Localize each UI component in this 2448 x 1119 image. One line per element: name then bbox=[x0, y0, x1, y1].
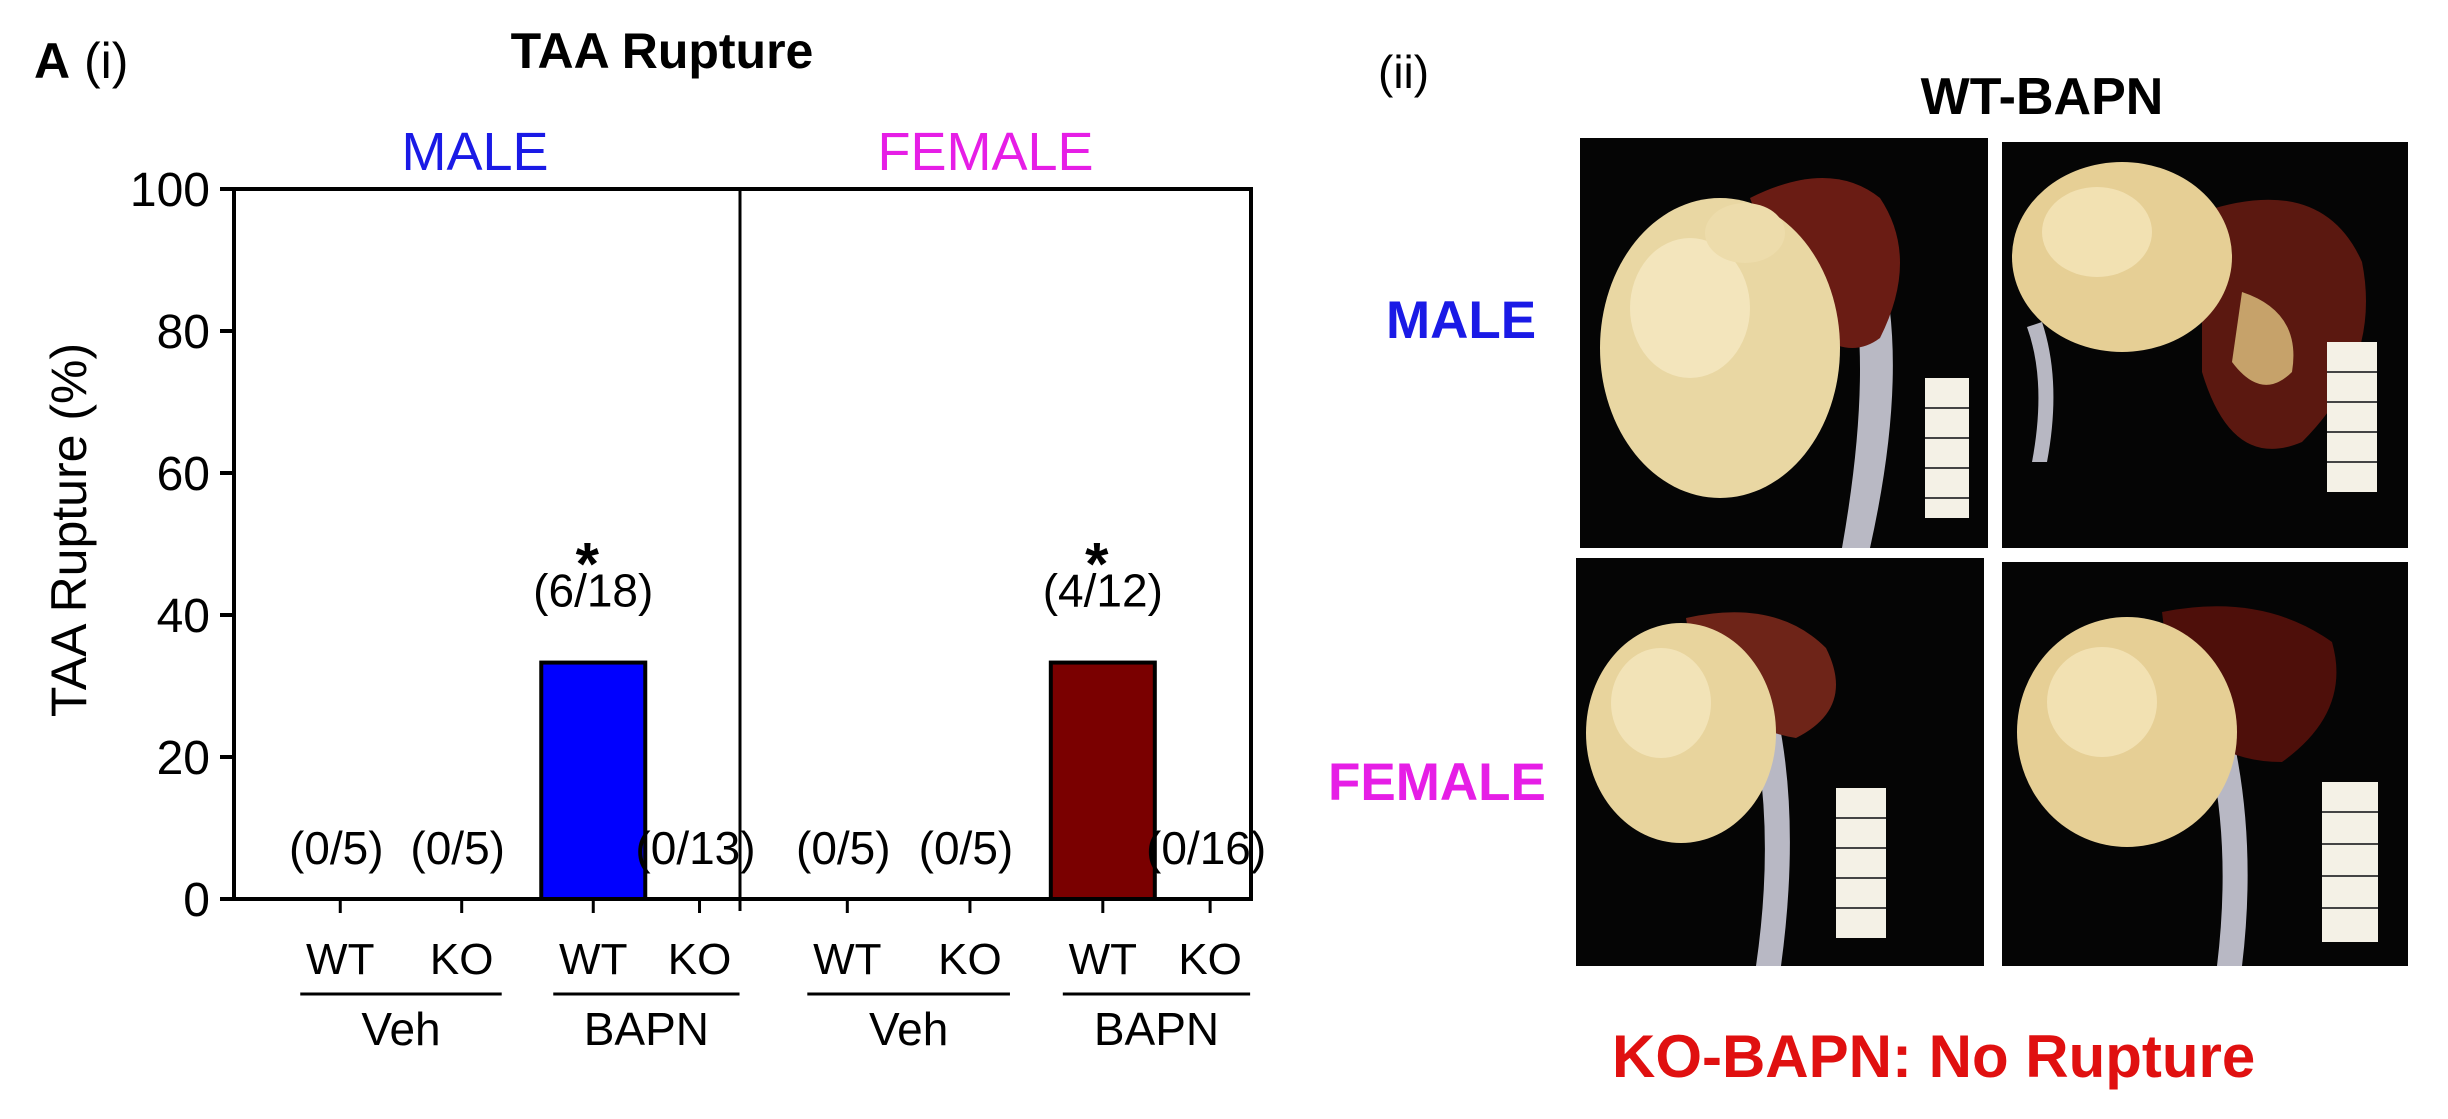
x-tick-label: WT bbox=[559, 935, 627, 984]
panel-letter: A bbox=[34, 33, 70, 89]
row-label-male: MALE bbox=[1386, 291, 1537, 350]
y-tick-label: 100 bbox=[130, 164, 210, 217]
y-tick-label: 40 bbox=[157, 590, 210, 643]
photo-female-2 bbox=[2002, 562, 2408, 966]
bar bbox=[539, 660, 648, 901]
count-label: (0/13) bbox=[635, 822, 755, 874]
row-label-female: FEMALE bbox=[1328, 753, 1546, 812]
photo-male-1 bbox=[1580, 138, 1988, 548]
y-tick-label: 80 bbox=[157, 306, 210, 359]
y-tick-label: 20 bbox=[157, 732, 210, 785]
group-label: Veh bbox=[869, 1003, 948, 1055]
panel-header: MALE bbox=[401, 122, 548, 182]
x-tick-label: KO bbox=[938, 935, 1002, 984]
count-label: (0/5) bbox=[919, 822, 1014, 874]
footer-note: KO-BAPN: No Rupture bbox=[1612, 1023, 2256, 1090]
count-label: (4/12) bbox=[1043, 565, 1163, 617]
y-axis-label: TAA Rupture (%) bbox=[41, 343, 97, 717]
count-label: (0/5) bbox=[289, 822, 384, 874]
group-label: BAPN bbox=[1094, 1003, 1219, 1055]
x-tick-label: KO bbox=[668, 935, 732, 984]
significance-mark: * bbox=[1085, 531, 1109, 598]
panel-ii-label: (ii) bbox=[1378, 46, 1429, 98]
significance-mark: * bbox=[576, 531, 600, 598]
count-label: (0/5) bbox=[410, 822, 505, 874]
count-label: (6/18) bbox=[533, 565, 653, 617]
plot-area: 020406080100MALEWT(0/5)KO(0/5)WT(6/18)*K… bbox=[130, 122, 1266, 1055]
x-tick-label: KO bbox=[1178, 935, 1242, 984]
count-label: (0/16) bbox=[1146, 822, 1266, 874]
plot-frame bbox=[232, 187, 1253, 901]
x-tick-label: WT bbox=[813, 935, 881, 984]
bar bbox=[1048, 660, 1157, 901]
count-label: (0/5) bbox=[796, 822, 891, 874]
y-tick-label: 0 bbox=[183, 874, 210, 927]
group-label: Veh bbox=[361, 1003, 440, 1055]
chart-title: TAA Rupture bbox=[511, 23, 814, 79]
photo-female-1 bbox=[1576, 558, 1984, 966]
photo-male-2 bbox=[2002, 142, 2408, 548]
group-label: BAPN bbox=[584, 1003, 709, 1055]
y-tick-label: 60 bbox=[157, 448, 210, 501]
x-tick-label: WT bbox=[1069, 935, 1137, 984]
panel-i-label: (i) bbox=[84, 33, 128, 89]
panel-header: FEMALE bbox=[877, 122, 1093, 182]
x-tick-label: KO bbox=[430, 935, 494, 984]
x-tick-label: WT bbox=[306, 935, 374, 984]
photo-grid-title: WT-BAPN bbox=[1921, 68, 2164, 126]
